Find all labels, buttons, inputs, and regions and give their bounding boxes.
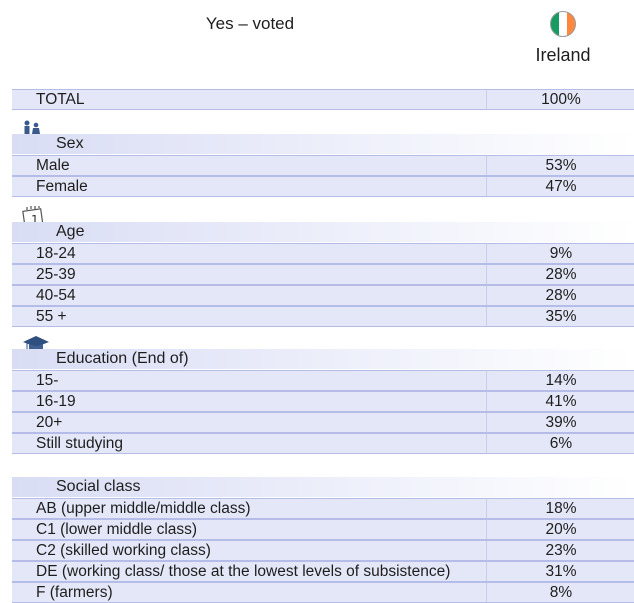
table-row: 25-39 28% [12, 264, 634, 285]
table-row: TOTAL 100% [12, 89, 634, 110]
column-divider [486, 392, 487, 411]
table-row: 40-54 28% [12, 285, 634, 306]
section-title: Sex [56, 135, 84, 152]
row-value: 6% [549, 435, 573, 452]
column-divider [486, 286, 487, 305]
row-value: 18% [545, 500, 577, 517]
row-label: 25-39 [36, 266, 76, 283]
row-label: 16-19 [36, 393, 76, 410]
row-value: 23% [545, 542, 577, 559]
row-value: 47% [545, 178, 577, 195]
table-row: 20+ 39% [12, 412, 634, 433]
table-row: Female 47% [12, 176, 634, 197]
table-row: 18-24 9% [12, 243, 634, 264]
section-title: Age [56, 223, 85, 240]
column-divider [486, 499, 487, 518]
section-title: Social class [56, 478, 141, 495]
section-title: Education (End of) [56, 350, 189, 367]
row-label: F (farmers) [36, 584, 113, 601]
row-label: Female [36, 178, 88, 195]
row-value: 100% [541, 91, 581, 108]
column-header: Ireland [535, 45, 591, 65]
row-value: 39% [545, 414, 577, 431]
row-label: 55 + [36, 308, 67, 325]
row-value: 14% [545, 372, 577, 389]
row-label: DE (working class/ those at the lowest l… [36, 563, 451, 580]
row-value: 28% [545, 266, 577, 283]
table-row: C1 (lower middle class) 20% [12, 519, 634, 540]
row-label: TOTAL [36, 91, 85, 108]
column-divider [486, 265, 487, 284]
row-label: 20+ [36, 414, 63, 431]
table-row: 15- 14% [12, 370, 634, 391]
row-label: 18-24 [36, 245, 76, 262]
svg-text:1: 1 [31, 213, 39, 227]
table-row: C2 (skilled working class) 23% [12, 540, 634, 561]
row-label: AB (upper middle/middle class) [36, 500, 251, 517]
section-header: Age [12, 222, 634, 242]
column-divider [486, 156, 487, 175]
row-label: Still studying [36, 435, 124, 452]
row-label: C1 (lower middle class) [36, 521, 198, 538]
column-divider [486, 562, 487, 581]
section-header: Sex [12, 134, 634, 154]
row-value: 41% [545, 393, 577, 410]
column-divider [486, 177, 487, 196]
column-divider [486, 413, 487, 432]
row-value: 35% [545, 308, 577, 325]
row-value: 31% [545, 563, 577, 580]
column-divider [486, 434, 487, 453]
row-value: 9% [549, 245, 573, 262]
column-divider [486, 90, 487, 109]
column-divider [486, 307, 487, 326]
row-label: C2 (skilled working class) [36, 542, 211, 559]
row-value: 28% [545, 287, 577, 304]
column-divider [486, 244, 487, 263]
table-row: Still studying 6% [12, 433, 634, 454]
section-header: Education (End of) [12, 349, 634, 369]
column-divider [486, 583, 487, 602]
column-divider [486, 541, 487, 560]
row-label: Male [36, 157, 70, 174]
row-value: 20% [545, 521, 577, 538]
section-header: Social class [12, 477, 634, 497]
row-value: 8% [549, 584, 573, 601]
row-value: 53% [545, 157, 577, 174]
table-title: Yes – voted [205, 14, 295, 33]
flag-icon [550, 11, 576, 37]
table-row: DE (working class/ those at the lowest l… [12, 561, 634, 582]
table-row: F (farmers) 8% [12, 582, 634, 603]
row-label: 15- [36, 372, 59, 389]
table-row: 16-19 41% [12, 391, 634, 412]
column-divider [486, 371, 487, 390]
table-row: 55 + 35% [12, 306, 634, 327]
table-row: AB (upper middle/middle class) 18% [12, 498, 634, 519]
table-row: Male 53% [12, 155, 634, 176]
row-label: 40-54 [36, 287, 76, 304]
column-divider [486, 520, 487, 539]
